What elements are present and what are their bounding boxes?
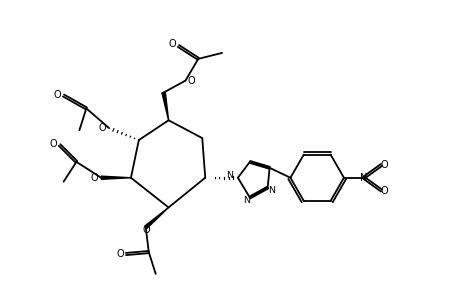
Text: O: O (168, 39, 176, 49)
Polygon shape (145, 208, 168, 229)
Polygon shape (101, 176, 131, 179)
Polygon shape (162, 92, 168, 120)
Text: O: O (187, 76, 195, 85)
Text: N: N (359, 173, 367, 183)
Text: O: O (380, 160, 387, 170)
Text: O: O (143, 225, 150, 235)
Text: O: O (50, 139, 57, 149)
Text: O: O (90, 173, 98, 183)
Text: N: N (268, 186, 274, 195)
Text: N: N (225, 171, 232, 180)
Text: N: N (243, 196, 250, 205)
Text: O: O (54, 89, 62, 100)
Text: O: O (116, 249, 124, 259)
Text: O: O (98, 123, 106, 133)
Text: O: O (380, 186, 387, 196)
